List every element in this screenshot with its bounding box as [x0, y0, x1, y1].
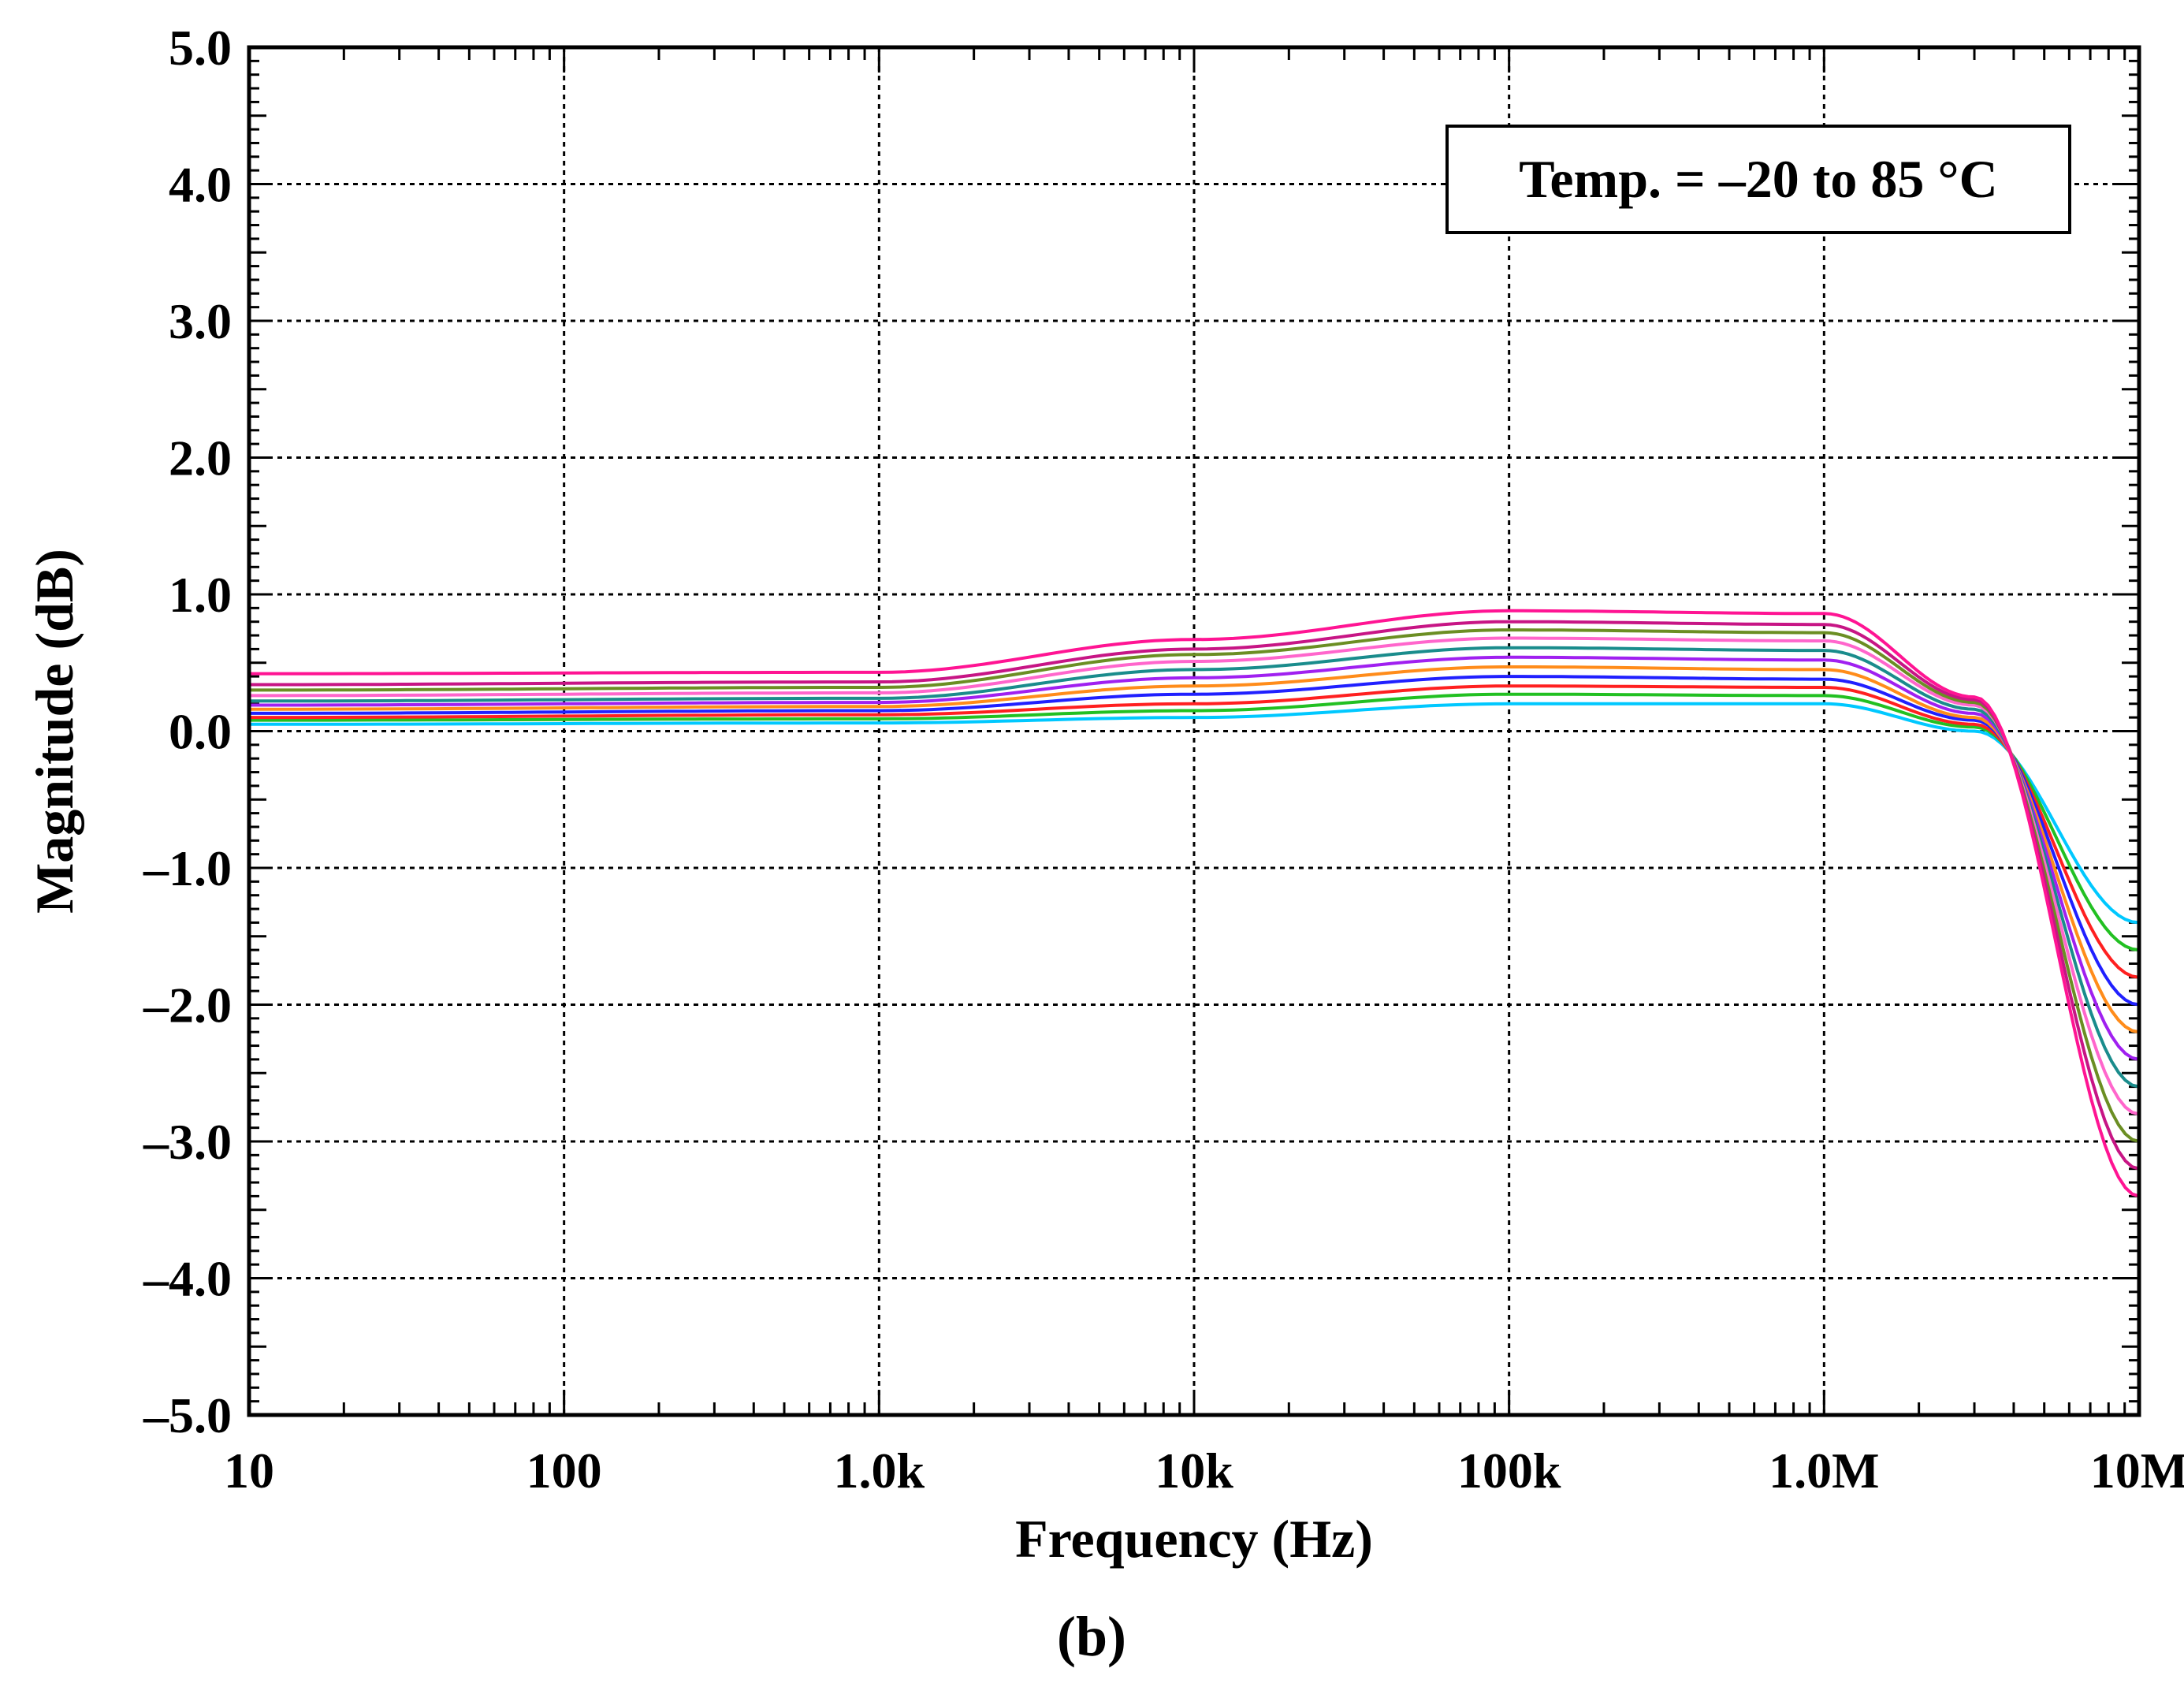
figure-caption: (b) — [1057, 1605, 1126, 1668]
y-tick-label: –1.0 — [143, 840, 232, 896]
series-line-t-max — [249, 609, 2140, 1198]
x-tick-label: 10M — [2090, 1443, 2184, 1499]
y-tick-label: 0.0 — [169, 704, 232, 760]
series-line-t8 — [249, 636, 2140, 1116]
series-line-t4 — [249, 675, 2140, 1007]
x-tick-label: 100k — [1457, 1443, 1561, 1499]
annotation-box: Temp. = –20 to 85 °C — [1445, 125, 2071, 234]
series-line-t9 — [249, 628, 2140, 1143]
series-group — [249, 609, 2140, 1198]
y-tick-label: –5.0 — [143, 1387, 232, 1443]
y-tick-label: 3.0 — [169, 293, 232, 349]
plot-frame — [247, 45, 2141, 1417]
y-tick-label: 5.0 — [169, 20, 232, 76]
y-tick-labels: 5.0 4.0 3.0 2.0 1.0 0.0 –1.0 –2.0 –3.0 –4.0 –5.0 — [143, 20, 232, 1443]
y-tick-label: –2.0 — [143, 977, 232, 1033]
series-line-t2 — [249, 692, 2140, 952]
series-line-t3 — [249, 684, 2140, 979]
y-tick-label: 4.0 — [169, 157, 232, 213]
x-axis-title: Frequency (Hz) — [1015, 1509, 1373, 1569]
x-tick-label: 1.0k — [834, 1443, 925, 1499]
y-tick-label: 2.0 — [169, 430, 232, 486]
x-tick-label: 10k — [1155, 1443, 1233, 1499]
series-line-t5 — [249, 665, 2140, 1034]
series-line-t-min — [249, 702, 2140, 925]
y-tick-label: –3.0 — [143, 1114, 232, 1170]
x-tick-label: 1.0M — [1769, 1443, 1879, 1499]
y-tick-label: –4.0 — [143, 1251, 232, 1307]
x-tick-label: 10 — [224, 1443, 274, 1499]
x-tick-label: 100 — [526, 1443, 602, 1499]
annotation-frame — [1445, 125, 2071, 234]
x-tick-labels: 10 100 1.0k 10k 100k 1.0M 10M — [224, 1443, 2184, 1499]
series-line-t7 — [249, 646, 2140, 1089]
series-line-t10 — [249, 620, 2140, 1171]
annotation-text: Temp. = –20 to 85 °C — [1519, 149, 1997, 209]
y-axis-title: Magnitude (dB) — [24, 549, 84, 914]
grid — [249, 47, 2139, 1415]
y-tick-label: 1.0 — [169, 567, 232, 623]
series-line-t6 — [249, 655, 2140, 1061]
